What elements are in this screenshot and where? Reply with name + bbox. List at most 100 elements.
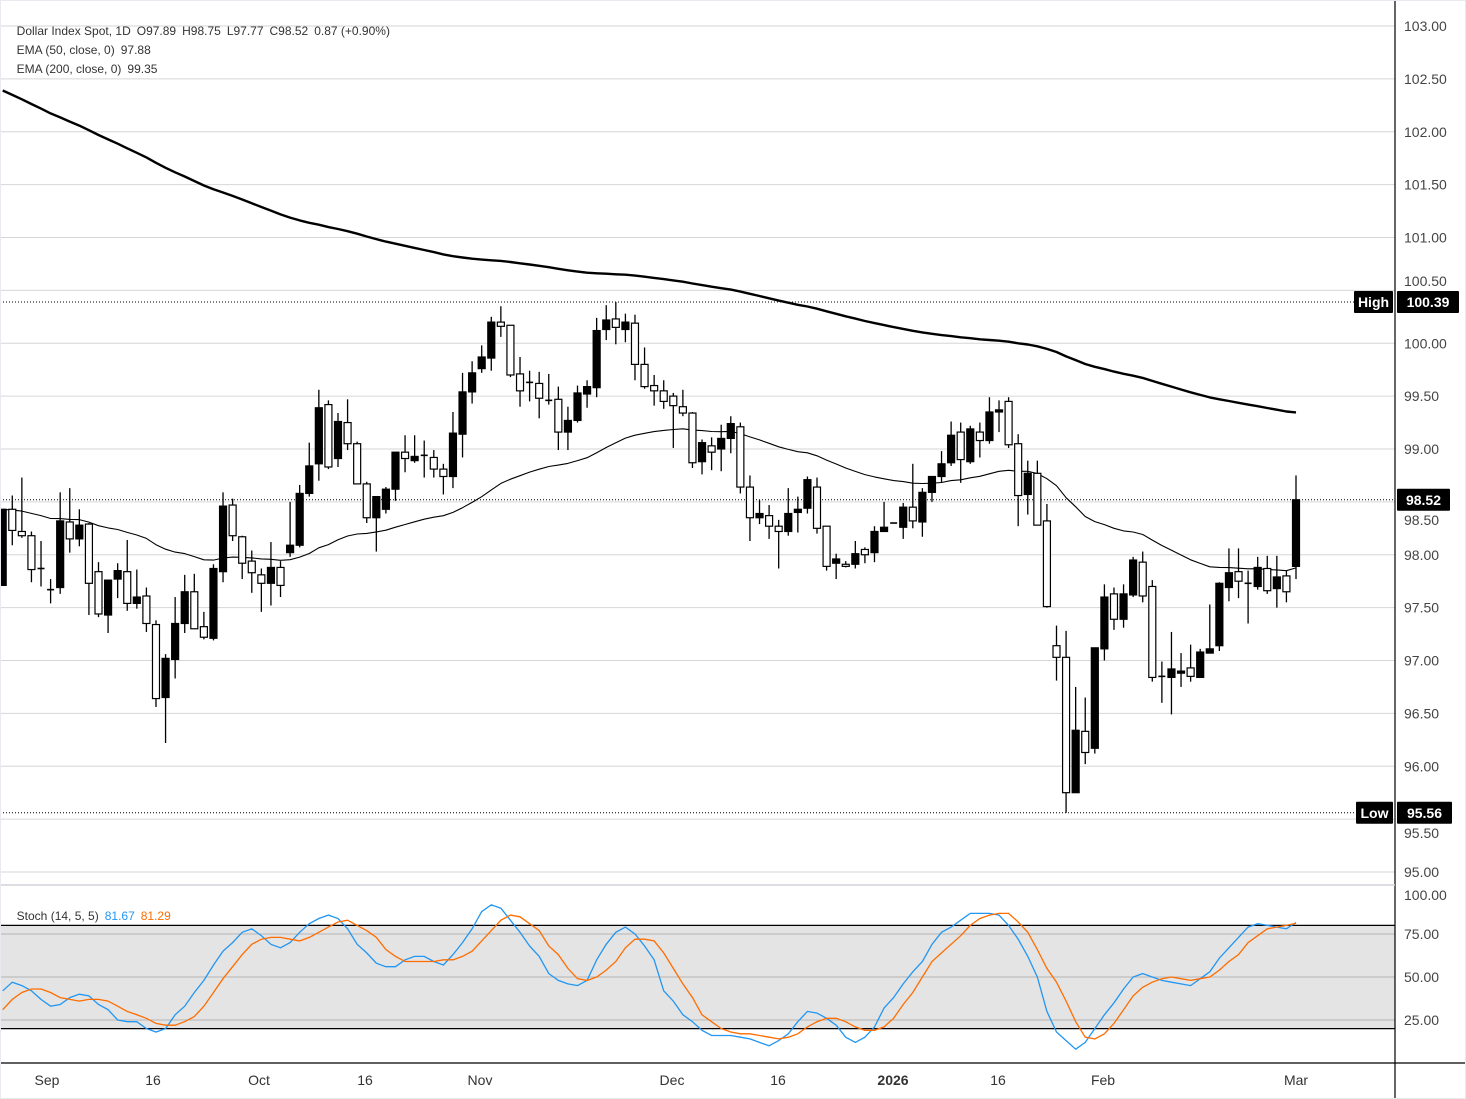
candle xyxy=(994,400,1004,433)
candle xyxy=(410,435,419,463)
price-tick-label: 96.00 xyxy=(1404,758,1439,774)
candle-body xyxy=(669,395,678,407)
candle xyxy=(1176,653,1186,687)
candle-body xyxy=(372,495,381,519)
candle-body xyxy=(238,536,247,564)
candle xyxy=(257,568,266,612)
candle xyxy=(975,422,984,458)
candle-body xyxy=(1186,667,1195,677)
stoch-legend[interactable]: Stoch (14, 5, 5) 81.67 81.29 xyxy=(10,895,177,923)
candle-body xyxy=(468,372,477,393)
candle xyxy=(812,477,822,534)
candle-body xyxy=(841,563,850,567)
candle xyxy=(1148,580,1157,682)
candle-body xyxy=(1023,472,1032,496)
candle xyxy=(123,539,132,611)
ema50-legend[interactable]: EMA (50, close, 0) 97.88 xyxy=(10,29,157,57)
candle xyxy=(75,509,84,547)
candle-body xyxy=(343,421,352,445)
candle xyxy=(1158,661,1166,703)
price-tick-label: 102.50 xyxy=(1404,71,1447,87)
candle xyxy=(161,654,170,743)
candle xyxy=(947,421,956,466)
time-tick-label: 16 xyxy=(770,1072,786,1088)
candle-body xyxy=(918,491,927,523)
candle xyxy=(736,422,745,494)
candle xyxy=(526,370,534,402)
candle-body xyxy=(199,626,208,638)
candle-body xyxy=(755,512,764,519)
candle-body xyxy=(1129,559,1138,596)
candle-body xyxy=(247,560,256,574)
candle xyxy=(611,302,620,345)
gridlines xyxy=(0,25,1395,873)
candle xyxy=(190,573,199,630)
candle-body xyxy=(745,486,755,519)
candle xyxy=(1205,604,1214,654)
candle-body xyxy=(803,479,812,509)
candle-body xyxy=(602,319,611,331)
candle-body xyxy=(678,406,687,414)
candle-body xyxy=(448,432,458,478)
candle xyxy=(851,541,860,569)
candle xyxy=(717,424,726,472)
candle-body xyxy=(554,398,563,433)
candle xyxy=(333,413,343,467)
candle-body xyxy=(171,622,180,661)
candle-body xyxy=(257,574,266,584)
candle xyxy=(678,389,687,417)
symbol-legend[interactable]: Dollar Index Spot, 1D O97.89 H98.75 L97.77 C… xyxy=(10,10,396,38)
time-axis[interactable]: Sep 16 Oct 16 Nov Dec 16 2026 16 Feb Mar xyxy=(35,1072,1309,1088)
stoch-k-value: 81.67 xyxy=(104,909,135,923)
candle-body xyxy=(784,512,793,533)
candle-body xyxy=(688,412,697,464)
price-axis[interactable]: 103.00 102.50 102.00 101.50 101.00 100.50 100.… xyxy=(1404,18,1447,1028)
candle-body xyxy=(966,428,975,463)
candle xyxy=(218,492,228,583)
price-tick-label: 100.50 xyxy=(1404,273,1447,289)
candle xyxy=(1023,460,1032,515)
candle xyxy=(56,492,65,594)
candle xyxy=(487,316,496,371)
candle-body xyxy=(305,465,314,495)
candle xyxy=(515,356,525,407)
candle xyxy=(142,587,151,632)
candle-body xyxy=(1033,472,1042,526)
candle xyxy=(1282,570,1291,603)
candle-body xyxy=(362,483,371,519)
candle xyxy=(1224,548,1234,602)
candle xyxy=(793,496,802,533)
candle-body xyxy=(1253,566,1262,588)
candle-body xyxy=(56,520,65,589)
candle xyxy=(238,535,247,580)
candle xyxy=(506,324,515,378)
low-value-tag: 95.56 xyxy=(1397,801,1452,824)
candle-body xyxy=(707,445,716,453)
candle xyxy=(1109,587,1119,630)
candle xyxy=(1004,397,1013,448)
ema200-legend[interactable]: EMA (200, close, 0) 99.35 xyxy=(10,48,163,76)
candle-body xyxy=(84,523,94,584)
candle-body xyxy=(879,526,889,533)
candle xyxy=(247,550,256,593)
candle xyxy=(171,597,180,679)
candle xyxy=(803,476,812,514)
candle xyxy=(0,508,7,587)
candle xyxy=(918,488,927,537)
candle xyxy=(860,547,870,564)
candle xyxy=(400,435,410,473)
candle xyxy=(113,563,122,599)
candle xyxy=(535,371,544,419)
candle-body xyxy=(151,623,161,700)
stoch-tick-label: 75.00 xyxy=(1404,926,1439,942)
candle-body xyxy=(276,566,285,587)
candle xyxy=(1129,556,1138,598)
price-tick-label: 99.50 xyxy=(1404,388,1439,404)
candle-body xyxy=(822,525,831,567)
candle xyxy=(103,579,113,634)
candle-body xyxy=(899,506,908,528)
candle-body xyxy=(123,571,132,604)
candle xyxy=(688,411,697,469)
candle xyxy=(659,380,668,409)
